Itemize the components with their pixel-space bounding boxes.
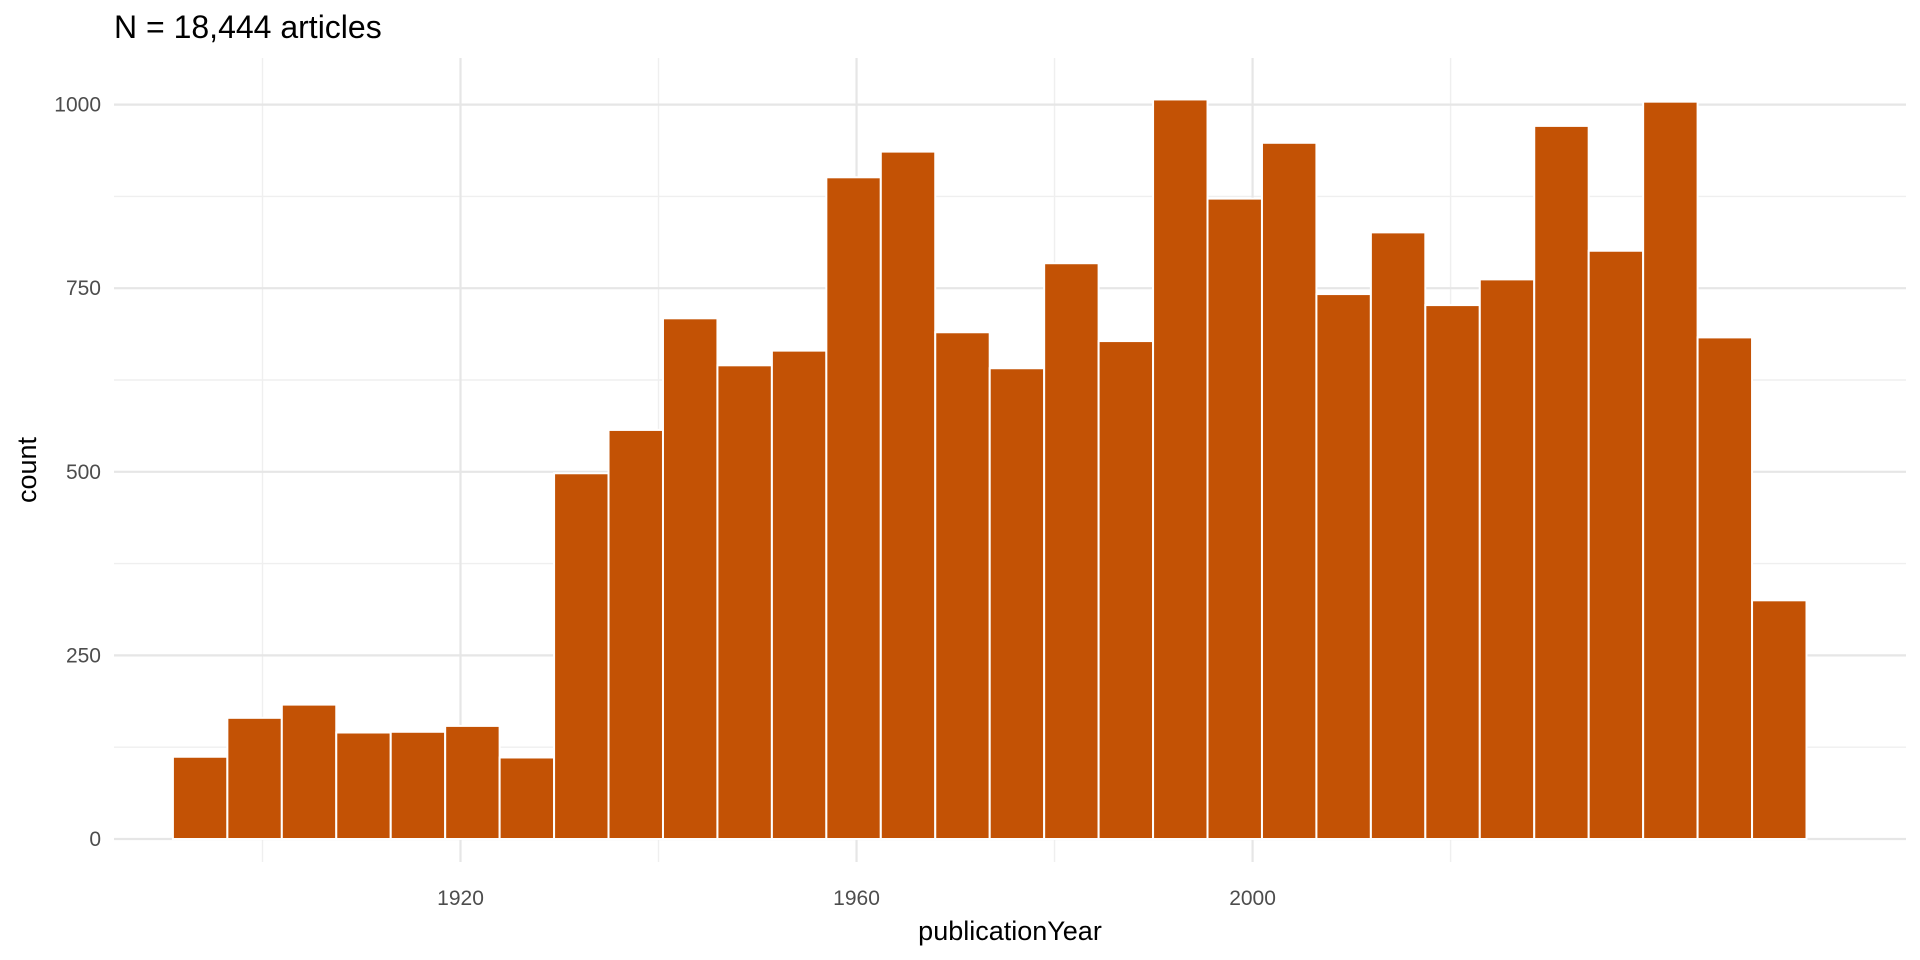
histogram-bar — [934, 331, 991, 840]
histogram-bar — [226, 716, 283, 840]
histogram-bar — [770, 349, 828, 840]
histogram-bar — [335, 731, 392, 841]
histogram-bar — [498, 756, 556, 841]
x-tick-label: 1960 — [833, 887, 880, 910]
y-tick-label: 500 — [66, 461, 101, 484]
histogram-bar — [1533, 124, 1590, 841]
histogram-bar — [444, 724, 501, 841]
y-tick-label: 250 — [66, 644, 101, 667]
histogram-bar — [1260, 141, 1318, 840]
x-tick-label: 1920 — [437, 887, 484, 910]
histogram-bar — [879, 150, 937, 840]
y-tick-label: 1000 — [54, 94, 101, 117]
histogram-bar — [171, 755, 229, 840]
bars — [171, 98, 1808, 841]
histogram-bar — [1152, 98, 1209, 840]
y-tick-label: 750 — [66, 277, 101, 300]
y-tick-label: 0 — [89, 828, 101, 851]
histogram-bar — [553, 472, 610, 840]
histogram-bar — [1315, 293, 1372, 840]
y-axis-title: count — [12, 436, 42, 503]
x-axis-tick-labels: 1920 1960 2000 — [437, 887, 1276, 910]
histogram-bar — [1751, 599, 1808, 840]
histogram-bar — [1696, 336, 1754, 840]
histogram-bar — [1097, 340, 1155, 840]
histogram-bar — [1369, 231, 1427, 840]
histogram-bar — [389, 730, 447, 840]
histogram-bar — [825, 176, 882, 840]
histogram-bar — [661, 317, 719, 840]
histogram-bar — [1587, 249, 1645, 840]
histogram-bar — [280, 703, 338, 840]
histogram-bar — [607, 428, 664, 840]
histogram-bar — [1424, 304, 1481, 840]
histogram-bar — [1206, 197, 1263, 840]
y-axis-tick-labels: 0 250 500 750 1000 — [54, 94, 101, 851]
x-axis-title: publicationYear — [918, 916, 1102, 946]
histogram-bar — [1478, 278, 1536, 840]
chart-title: N = 18,444 articles — [114, 9, 382, 45]
histogram-bar — [1642, 100, 1699, 840]
histogram-bar — [988, 367, 1046, 840]
histogram-bar — [716, 364, 773, 840]
histogram-bar — [1043, 262, 1100, 840]
x-tick-label: 2000 — [1229, 887, 1276, 910]
